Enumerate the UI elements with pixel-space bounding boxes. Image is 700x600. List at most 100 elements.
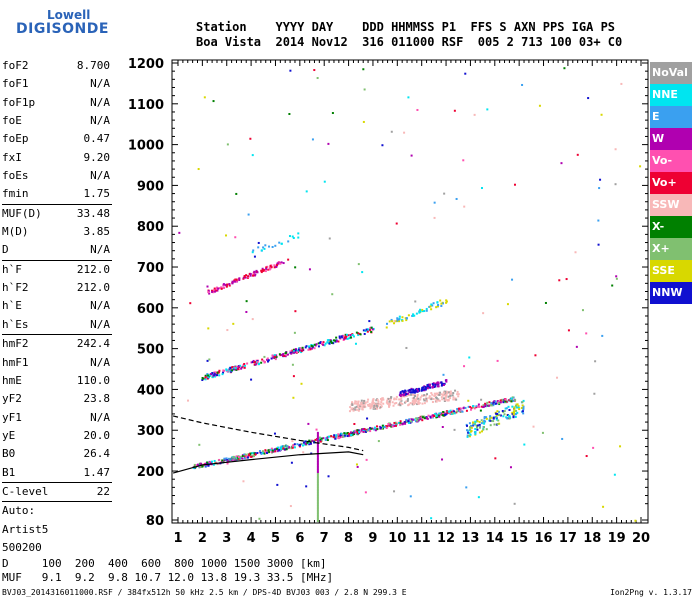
echo-point — [471, 421, 474, 424]
echo-point — [273, 448, 276, 451]
noise-point — [368, 320, 371, 323]
param-row: foEp 0.47 — [2, 130, 112, 148]
echo-point — [469, 430, 472, 433]
echo-point — [292, 237, 295, 240]
echo-point — [431, 304, 434, 307]
param-row: h`F 212.0 — [2, 261, 112, 279]
noise-point — [496, 359, 499, 362]
param-name: fmin — [2, 187, 29, 201]
echo-point — [267, 268, 270, 271]
echo-point — [218, 458, 221, 461]
echo-point — [411, 393, 414, 396]
echo-point — [436, 413, 439, 416]
echo-point — [243, 364, 246, 367]
echo-point — [270, 450, 273, 453]
echo-point — [275, 355, 278, 358]
noise-point — [226, 143, 229, 146]
echo-point — [391, 320, 394, 323]
echo-point — [287, 258, 290, 261]
spike-point — [316, 497, 319, 500]
station-header: Station YYYY DAY DDD HHMMSS P1 FFS S AXN… — [196, 20, 696, 50]
spike-point — [316, 518, 319, 521]
echo-point — [291, 351, 294, 354]
echo-point — [351, 402, 354, 405]
param-value: N/A — [90, 114, 110, 128]
param-row: B0 26.4 — [2, 445, 112, 463]
echo-point — [239, 455, 242, 458]
echo-point — [450, 411, 453, 414]
echo-point — [229, 366, 232, 369]
echo-point — [245, 274, 248, 277]
noise-point — [357, 263, 360, 266]
echo-point — [341, 334, 344, 337]
echo-point — [521, 401, 524, 404]
param-name: foF2 — [2, 59, 29, 72]
echo-point — [253, 361, 256, 364]
echo-point — [254, 273, 257, 276]
echo-point — [467, 430, 470, 433]
echo-point — [283, 445, 286, 448]
echo-point — [238, 277, 241, 280]
echo-point — [482, 426, 485, 429]
echo-point — [208, 292, 211, 295]
profile-curve — [172, 451, 364, 474]
echo-point — [374, 429, 377, 432]
echo-point — [465, 409, 468, 412]
echo-point — [311, 345, 314, 348]
echo-point — [297, 236, 300, 239]
param-value: N/A — [90, 95, 110, 109]
echo-point — [399, 392, 402, 395]
echo-point — [401, 423, 404, 426]
noise-point — [599, 178, 602, 181]
spike-point — [316, 454, 319, 457]
echo-point — [483, 416, 486, 419]
echo-point — [431, 416, 434, 419]
echo-point — [279, 446, 282, 449]
echo-point — [268, 245, 271, 248]
noise-point — [250, 378, 253, 381]
x-tick-label: 3 — [222, 531, 231, 546]
echo-point — [349, 333, 352, 336]
echo-point — [399, 401, 402, 404]
echo-point — [434, 383, 437, 386]
param-name: h`F2 — [2, 281, 29, 295]
echo-point — [252, 361, 255, 364]
echo-point — [255, 361, 258, 364]
spike-point — [316, 510, 319, 513]
echo-point — [359, 403, 362, 406]
echo-point — [395, 401, 398, 404]
echo-point — [476, 424, 479, 427]
noise-point — [482, 312, 485, 315]
echo-point — [477, 403, 480, 406]
spike-point — [316, 459, 319, 462]
noise-point — [207, 327, 210, 330]
echo-point — [252, 249, 255, 252]
echo-point — [335, 336, 338, 339]
echo-point — [452, 392, 455, 395]
echo-point — [382, 398, 385, 401]
spike-point — [316, 464, 319, 467]
echo-point — [442, 394, 445, 397]
echo-point — [244, 453, 247, 456]
echo-point — [390, 423, 393, 426]
echo-point — [337, 435, 340, 438]
noise-point — [581, 309, 584, 312]
echo-point — [354, 406, 357, 409]
echo-point — [457, 395, 460, 398]
echo-point — [368, 403, 371, 406]
param-row: h`F2 212.0 — [2, 279, 112, 297]
echo-point — [256, 271, 259, 274]
echo-point — [363, 404, 366, 407]
echo-point — [238, 457, 241, 460]
param-row: h`E N/A — [2, 297, 112, 315]
echo-point — [470, 424, 473, 427]
param-value: N/A — [90, 169, 110, 183]
echo-point — [398, 398, 401, 401]
echo-point — [214, 375, 217, 378]
echo-point — [308, 345, 311, 348]
echo-point — [354, 400, 357, 403]
echo-point — [360, 429, 363, 432]
echo-point — [386, 425, 389, 428]
noise-point — [544, 301, 547, 304]
echo-point — [417, 417, 420, 420]
